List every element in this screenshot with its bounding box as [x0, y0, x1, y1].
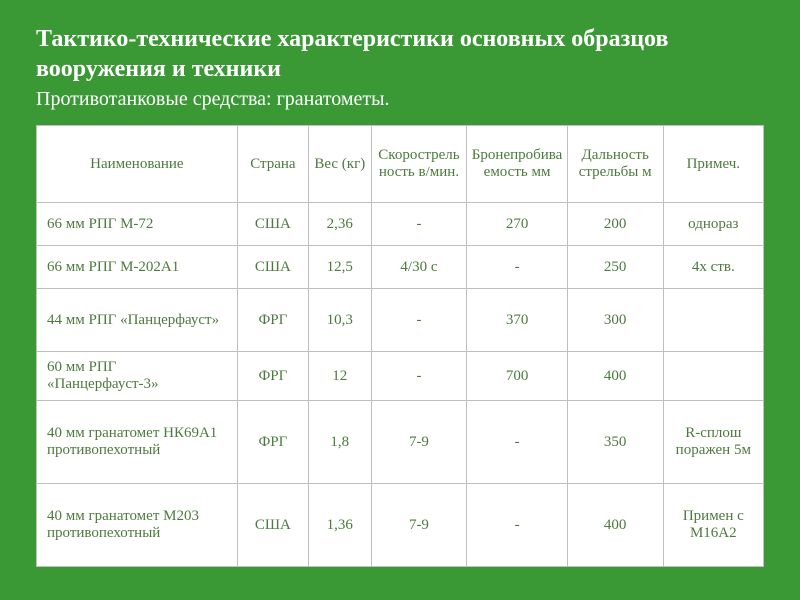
cell-pen: -	[467, 246, 567, 289]
cell-weight: 1,36	[309, 484, 371, 567]
cell-note: 4х ств.	[663, 246, 763, 289]
cell-name: 66 мм РПГ М-202А1	[37, 246, 238, 289]
table-row: 66 мм РПГ М-72США2,36-270200однораз	[37, 203, 764, 246]
cell-country: ФРГ	[237, 401, 308, 484]
table-row: 66 мм РПГ М-202А1США12,54/30 с-2504х ств…	[37, 246, 764, 289]
cell-note: однораз	[663, 203, 763, 246]
col-note: Примеч.	[663, 126, 763, 203]
cell-pen: 270	[467, 203, 567, 246]
cell-name: 66 мм РПГ М-72	[37, 203, 238, 246]
cell-weight: 10,3	[309, 289, 371, 352]
cell-name: 44 мм РПГ «Панцерфауст»	[37, 289, 238, 352]
cell-range: 200	[567, 203, 663, 246]
table-body: 66 мм РПГ М-72США2,36-270200однораз66 мм…	[37, 203, 764, 567]
cell-rof: 4/30 с	[371, 246, 467, 289]
cell-range: 350	[567, 401, 663, 484]
col-pen: Бронепробиваемость мм	[467, 126, 567, 203]
table-row: 60 мм РПГ «Панцерфауст-3»ФРГ12-700400	[37, 352, 764, 401]
cell-range: 250	[567, 246, 663, 289]
cell-name: 40 мм гранатомет М203 противопехотный	[37, 484, 238, 567]
col-country: Страна	[237, 126, 308, 203]
cell-range: 400	[567, 352, 663, 401]
col-rof: Скорострельность в/мин.	[371, 126, 467, 203]
specs-table: Наименование Страна Вес (кг) Скорострель…	[36, 125, 764, 567]
cell-pen: -	[467, 401, 567, 484]
cell-weight: 12	[309, 352, 371, 401]
cell-rof: -	[371, 289, 467, 352]
cell-name: 60 мм РПГ «Панцерфауст-3»	[37, 352, 238, 401]
table-row: 40 мм гранатомет М203 противопехотныйСША…	[37, 484, 764, 567]
cell-range: 400	[567, 484, 663, 567]
cell-name: 40 мм гранатомет НК69А1 противопехотный	[37, 401, 238, 484]
cell-rof: -	[371, 352, 467, 401]
cell-pen: -	[467, 484, 567, 567]
cell-pen: 370	[467, 289, 567, 352]
cell-note: Примен с М16А2	[663, 484, 763, 567]
cell-country: ФРГ	[237, 352, 308, 401]
table-row: 44 мм РПГ «Панцерфауст»ФРГ10,3-370300	[37, 289, 764, 352]
cell-rof: -	[371, 203, 467, 246]
cell-country: ФРГ	[237, 289, 308, 352]
col-range: Дальность стрельбы м	[567, 126, 663, 203]
slide-subtitle: Противотанковые средства: гранатометы.	[36, 88, 764, 111]
cell-rof: 7-9	[371, 484, 467, 567]
cell-note	[663, 352, 763, 401]
cell-pen: 700	[467, 352, 567, 401]
table-row: 40 мм гранатомет НК69А1 противопехотныйФ…	[37, 401, 764, 484]
col-weight: Вес (кг)	[309, 126, 371, 203]
cell-country: США	[237, 246, 308, 289]
cell-note: R-сплош поражен 5м	[663, 401, 763, 484]
cell-weight: 1,8	[309, 401, 371, 484]
cell-weight: 12,5	[309, 246, 371, 289]
cell-range: 300	[567, 289, 663, 352]
cell-note	[663, 289, 763, 352]
slide-title: Тактико-технические характеристики основ…	[36, 24, 764, 84]
table-header-row: Наименование Страна Вес (кг) Скорострель…	[37, 126, 764, 203]
col-name: Наименование	[37, 126, 238, 203]
cell-country: США	[237, 203, 308, 246]
cell-rof: 7-9	[371, 401, 467, 484]
cell-country: США	[237, 484, 308, 567]
cell-weight: 2,36	[309, 203, 371, 246]
